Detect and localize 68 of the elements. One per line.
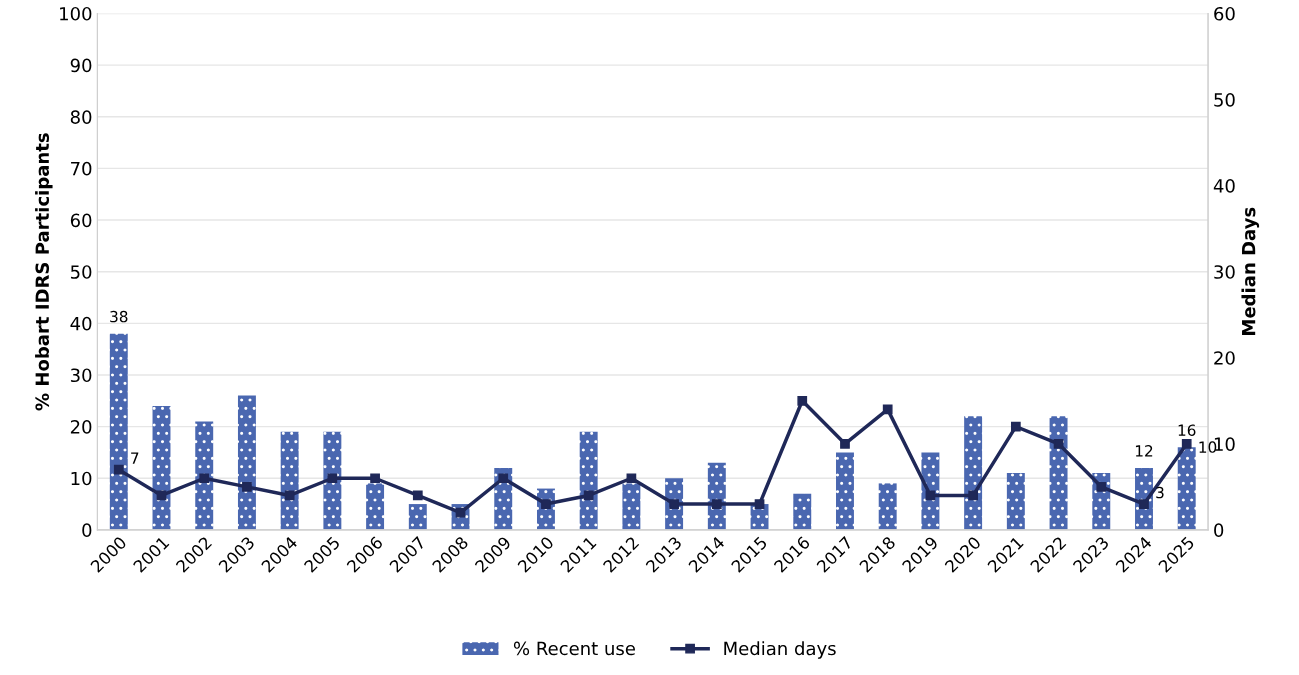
bar (878, 483, 897, 530)
bar (1049, 416, 1068, 530)
data-label: 7 (131, 452, 139, 464)
point (541, 499, 551, 509)
bar (280, 431, 299, 530)
y-tick-label: 70 (71, 161, 92, 176)
data-label: 16 (1178, 424, 1196, 436)
bar (793, 493, 812, 530)
point (669, 499, 679, 509)
bar (622, 483, 641, 530)
point (370, 473, 380, 484)
y2-tick-label: 40 (1213, 179, 1235, 193)
bar (836, 452, 854, 530)
bar (964, 416, 983, 530)
bar (579, 431, 598, 530)
y-tick-label: 40 (70, 316, 92, 331)
point (1181, 438, 1192, 449)
y2-tick-label: 10 (1214, 437, 1235, 451)
point (1139, 499, 1149, 509)
point (626, 473, 637, 484)
y-tick-label: 90 (70, 58, 92, 73)
point (840, 438, 850, 449)
point (583, 490, 594, 501)
bar (1006, 473, 1025, 530)
point (882, 404, 893, 415)
data-label: 3 (1156, 486, 1164, 499)
y-tick-label: 60 (70, 213, 92, 228)
point (1096, 481, 1107, 492)
point (797, 395, 808, 406)
point (1053, 438, 1064, 449)
point (327, 473, 338, 484)
point (113, 464, 124, 475)
bar (195, 421, 214, 530)
y-tick-label: 10 (71, 471, 92, 486)
point (711, 499, 722, 509)
y2-tick-label: 60 (1214, 6, 1235, 21)
y-tick-label: 0 (82, 523, 92, 537)
data-label: 38 (110, 310, 128, 323)
y-tick-label: 80 (70, 110, 92, 124)
point (754, 499, 765, 509)
y2-tick-label: 30 (1214, 265, 1235, 279)
point (242, 481, 252, 492)
bar (408, 504, 427, 530)
data-label: 10 (1199, 441, 1217, 453)
data-label: 12 (1135, 445, 1153, 457)
point (1010, 421, 1021, 432)
bar (152, 405, 171, 530)
point (498, 473, 509, 484)
legend-label: Median days (724, 641, 836, 659)
bar (109, 333, 128, 530)
y-tick-label: 50 (70, 265, 92, 279)
y-axis-title: % Hobart IDRS Participants (35, 133, 53, 411)
y2-axis-title: Median Days (1241, 207, 1260, 335)
point (968, 490, 978, 501)
y-tick-label: 20 (70, 420, 92, 434)
y2-tick-label: 50 (1214, 93, 1235, 107)
y2-tick-label: 0 (1214, 523, 1224, 537)
y-tick-label: 30 (70, 368, 92, 383)
point (199, 473, 210, 484)
bar (366, 483, 385, 530)
y2-tick-label: 20 (1214, 351, 1235, 365)
bar (323, 431, 342, 530)
point (412, 490, 423, 501)
y-tick-label: 100 (60, 6, 92, 21)
point (284, 490, 295, 501)
bar (237, 395, 256, 530)
bar (1177, 447, 1196, 530)
legend-label: % Recent use (513, 641, 635, 656)
